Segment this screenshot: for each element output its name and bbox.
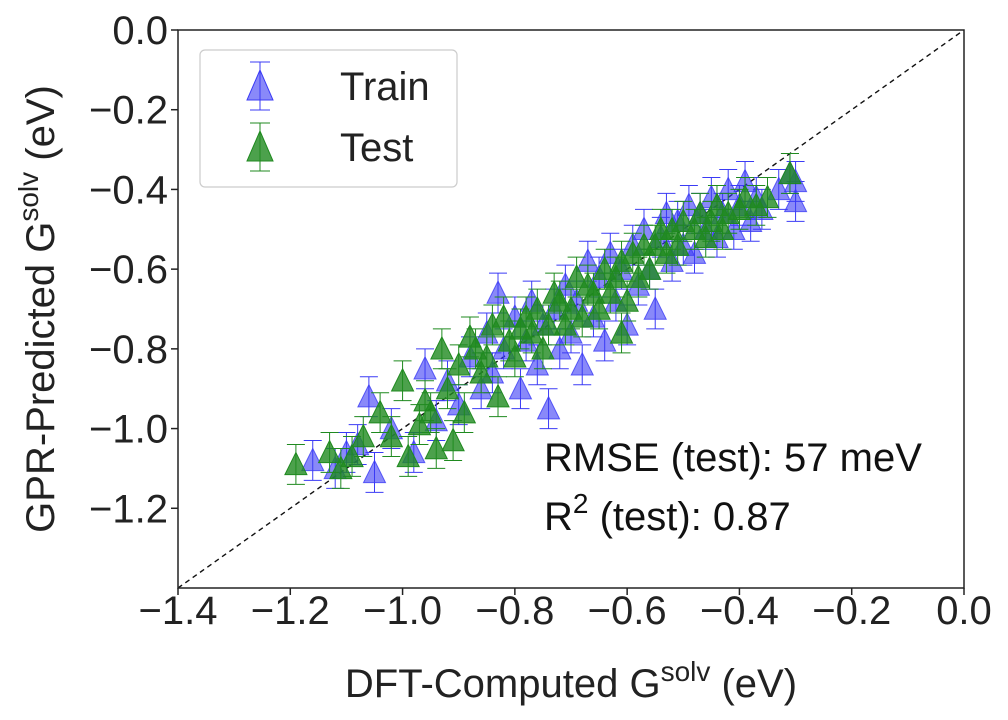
data-point-train [783, 188, 808, 213]
legend: Train Test [199, 49, 458, 188]
data-point-test [542, 279, 566, 304]
x-axis-label: DFT-Computed Gsolv (eV) [345, 656, 797, 706]
data-point-test [536, 311, 561, 336]
x-tick-label: −0.4 [700, 589, 779, 633]
y-tick-label: −0.8 [89, 328, 168, 372]
data-point-test [390, 367, 415, 392]
data-point-train [536, 395, 561, 420]
y-axis-label-sup: solv [13, 172, 44, 222]
y-tick-label: −0.4 [89, 168, 168, 212]
data-point-train [766, 176, 791, 201]
data-point-test [486, 383, 510, 408]
data-point-train [592, 327, 617, 352]
data-point-test [671, 208, 696, 233]
r2-annotation-sup: 2 [573, 488, 589, 519]
data-point-test [368, 399, 392, 424]
x-tick-label: −1.4 [139, 589, 218, 633]
y-tick-label: −0.6 [89, 248, 168, 292]
x-tick-label: −0.6 [588, 589, 667, 633]
data-point-test [508, 315, 533, 340]
r2-annotation: R2 (test): 0.87 [544, 488, 791, 539]
data-point-test [564, 263, 589, 288]
x-tick-label: −1.2 [251, 589, 330, 633]
y-tick-label: −0.2 [89, 89, 168, 133]
r2-annotation-suffix: (test): 0.87 [588, 495, 790, 539]
x-tick-label: −1.0 [363, 589, 442, 633]
data-point-test [615, 287, 639, 312]
data-point-train [570, 351, 595, 376]
data-point-train [547, 335, 572, 360]
data-point-test [733, 184, 757, 209]
x-axis-label-sup: solv [661, 656, 711, 687]
data-point-test [413, 387, 437, 412]
data-point-test [441, 427, 465, 452]
legend-triangle [246, 68, 274, 101]
x-axis-label-prefix: DFT-Computed G [345, 662, 661, 706]
x-tick-label: 0.0 [936, 589, 992, 633]
y-axis-label-prefix: GPR-Predicted G [19, 222, 63, 533]
data-point-test [340, 443, 364, 468]
data-points-layer [284, 153, 808, 493]
data-point-test [576, 271, 600, 296]
legend-triangle [246, 129, 274, 162]
data-point-test [351, 423, 376, 448]
data-point-test [407, 411, 432, 436]
data-point-test [609, 319, 634, 344]
legend-label-test: Test [340, 126, 413, 170]
x-tick-label: −0.8 [475, 589, 554, 633]
data-point-test [531, 335, 555, 360]
data-point-test [452, 399, 477, 424]
data-point-test [559, 295, 583, 320]
legend-marker-test [246, 122, 274, 172]
data-point-test [570, 303, 595, 328]
data-point-test [525, 295, 550, 320]
y-axis-label-suffix: (eV) [19, 85, 63, 172]
y-axis-label: GPR-Predicted Gsolv (eV) [13, 85, 63, 533]
data-point-test [491, 303, 516, 328]
data-point-train [643, 295, 668, 320]
data-point-test [435, 375, 460, 400]
x-tick-label: −0.2 [812, 589, 891, 633]
data-point-test [317, 439, 342, 464]
r2-annotation-prefix: R [544, 495, 573, 539]
data-point-test [284, 451, 308, 476]
data-point-test [778, 160, 802, 185]
rmse-annotation: RMSE (test): 57 meV [544, 436, 922, 480]
data-point-train [362, 459, 387, 484]
data-point-test [755, 184, 780, 209]
y-tick-label: 0.0 [112, 9, 168, 53]
data-point-train [357, 383, 381, 408]
data-point-test [665, 232, 690, 256]
data-point-test [446, 351, 471, 376]
legend-marker-train [246, 61, 274, 111]
x-axis-ticks: −1.4 −1.2 −1.0 −0.8 −0.6 −0.4 −0.2 0.0 [139, 588, 992, 633]
y-tick-label: −1.0 [89, 408, 168, 452]
plot-frame [177, 29, 965, 589]
data-point-test [396, 443, 420, 468]
y-tick-label: −1.2 [89, 487, 168, 531]
data-point-test [503, 343, 527, 368]
data-point-test [430, 335, 454, 360]
data-point-train [682, 240, 707, 264]
data-point-test [458, 323, 482, 348]
legend-label-train: Train [340, 65, 430, 109]
series-test [284, 153, 802, 489]
data-point-train [508, 375, 533, 400]
data-point-train [413, 355, 437, 380]
data-point-test [474, 343, 499, 368]
x-axis-label-suffix: (eV) [710, 662, 797, 706]
data-point-test [329, 455, 353, 480]
data-point-test [587, 295, 611, 320]
data-point-test [379, 423, 404, 448]
data-point-test [637, 256, 662, 280]
data-point-test [424, 435, 449, 460]
y-axis-ticks: −1.2 −1.0 −0.8 −0.6 −0.4 −0.2 0.0 [89, 9, 178, 531]
data-point-train [300, 447, 325, 472]
